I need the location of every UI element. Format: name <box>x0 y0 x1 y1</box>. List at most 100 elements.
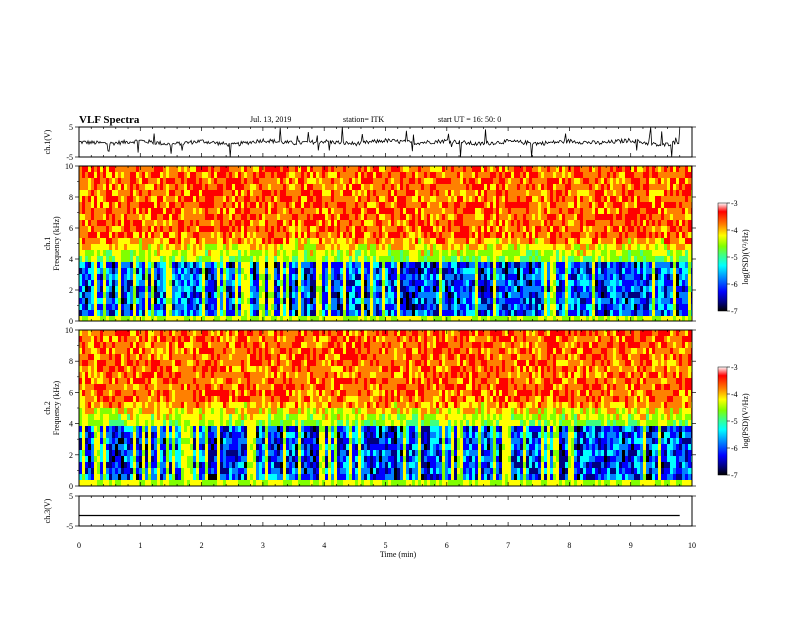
spectrogram-cell <box>175 214 178 220</box>
spectrogram-cell <box>322 304 325 310</box>
spectrogram-cell <box>628 226 631 232</box>
spectrogram-cell <box>433 202 436 208</box>
spectrogram-cell <box>505 220 508 226</box>
spectrogram-cell <box>373 292 376 298</box>
spectrogram-cell <box>292 166 295 172</box>
spectrogram-cell <box>328 184 331 190</box>
spectrogram-cell <box>139 208 142 214</box>
spectrogram-cell <box>154 280 157 286</box>
spectrogram-cell <box>589 166 592 172</box>
spectrogram-cell <box>331 232 334 238</box>
spectrogram-cell <box>106 274 109 280</box>
spectrogram-cell <box>91 190 94 196</box>
spectrogram-cell <box>334 298 337 304</box>
spectrogram-cell <box>268 292 271 298</box>
spectrogram-cell <box>235 202 238 208</box>
spectrogram-cell <box>475 184 478 190</box>
spectrogram-cell <box>91 256 94 262</box>
spectrogram-cell <box>181 304 184 310</box>
spectrogram-cell <box>430 256 433 262</box>
spectrogram-cell <box>154 226 157 232</box>
spectrogram-cell <box>226 292 229 298</box>
spectrogram-cell <box>262 166 265 172</box>
spectrogram-cell <box>196 202 199 208</box>
spectrogram-cell <box>346 256 349 262</box>
spectrogram-cell <box>175 196 178 202</box>
spectrogram-cell <box>241 274 244 280</box>
spectrogram-cell <box>328 298 331 304</box>
spectrogram-cell <box>91 214 94 220</box>
spectrogram-cell <box>631 196 634 202</box>
spectrogram-cell <box>565 190 568 196</box>
spectrogram-cell <box>628 292 631 298</box>
spectrogram-cell <box>238 178 241 184</box>
spectrogram-cell <box>154 196 157 202</box>
spectrogram-cell <box>562 196 565 202</box>
spectrogram-cell <box>565 232 568 238</box>
spectrogram-cell <box>88 196 91 202</box>
spectrogram-cell <box>322 190 325 196</box>
spectrogram-cell <box>304 178 307 184</box>
spectrogram-cell <box>400 286 403 292</box>
spectrogram-cell <box>607 310 610 316</box>
spectrogram-cell <box>289 262 292 268</box>
spectrogram-cell <box>529 244 532 250</box>
spectrogram-cell <box>136 268 139 274</box>
spectrogram-cell <box>487 202 490 208</box>
spectrogram-cell <box>490 256 493 262</box>
spectrogram-cell <box>589 202 592 208</box>
spectrogram-cell <box>400 256 403 262</box>
spectrogram-cell <box>607 178 610 184</box>
spectrogram-cell <box>256 274 259 280</box>
spectrogram-cell <box>532 208 535 214</box>
spectrogram-cell <box>517 286 520 292</box>
spectrogram-cell <box>394 274 397 280</box>
spectrogram-cell <box>229 286 232 292</box>
spectrogram-cell <box>385 280 388 286</box>
spectrogram-cell <box>130 280 133 286</box>
spectrogram-cell <box>577 208 580 214</box>
spectrogram-cell <box>370 268 373 274</box>
spectrogram-cell <box>232 304 235 310</box>
spectrogram-cell <box>586 238 589 244</box>
spectrogram-cell <box>607 214 610 220</box>
spectrogram-cell <box>370 238 373 244</box>
spectrogram-cell <box>286 190 289 196</box>
spectrogram-cell <box>304 232 307 238</box>
spectrogram-cell <box>544 220 547 226</box>
spectrogram-cell <box>295 292 298 298</box>
spectrogram-cell <box>592 214 595 220</box>
spectrogram-cell <box>157 292 160 298</box>
spectrogram-cell <box>502 172 505 178</box>
spectrogram-cell <box>361 280 364 286</box>
spectrogram-cell <box>142 208 145 214</box>
spectrogram-cell <box>145 196 148 202</box>
spectrogram-cell <box>508 310 511 316</box>
spectrogram-cell <box>169 280 172 286</box>
spectrogram-cell <box>349 184 352 190</box>
spectrogram-cell <box>484 292 487 298</box>
spectrogram-cell <box>103 226 106 232</box>
spectrogram-cell <box>637 226 640 232</box>
spectrogram-cell <box>562 244 565 250</box>
spectrogram-cell <box>301 196 304 202</box>
spectrogram-cell <box>463 280 466 286</box>
spectrogram-cell <box>280 178 283 184</box>
spectrogram-cell <box>115 256 118 262</box>
spectrogram-cell <box>136 178 139 184</box>
spectrogram-cell <box>466 298 469 304</box>
spectrogram-cell <box>319 286 322 292</box>
spectrogram-cell <box>250 280 253 286</box>
spectrogram-cell <box>451 274 454 280</box>
spectrogram-cell <box>214 304 217 310</box>
spectrogram-cell <box>106 292 109 298</box>
spectrogram-cell <box>304 262 307 268</box>
spectrogram-cell <box>517 232 520 238</box>
spectrogram-cell <box>292 178 295 184</box>
spectrogram-cell <box>601 226 604 232</box>
spectrogram-cell <box>202 214 205 220</box>
spectrogram-cell <box>454 226 457 232</box>
spectrogram-cell <box>469 202 472 208</box>
spectrogram-cell <box>94 262 97 268</box>
spectrogram-cell <box>295 250 298 256</box>
